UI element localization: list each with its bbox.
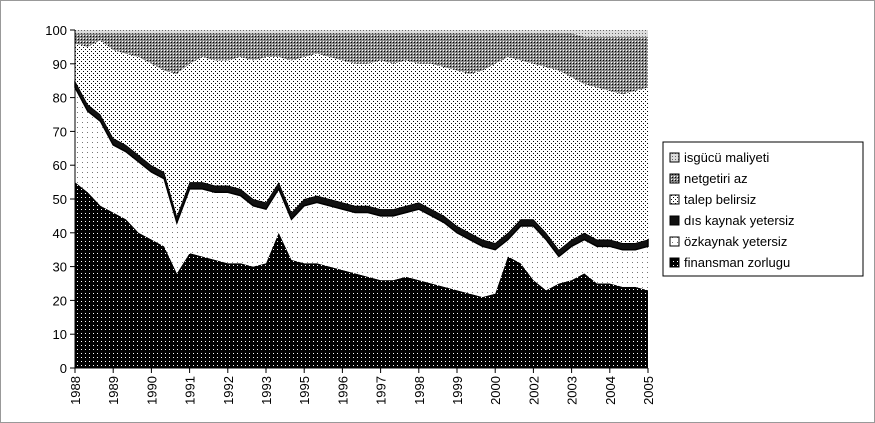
legend-swatch [669,152,680,163]
y-tick-label: 40 [53,226,67,241]
x-tick-label: 1989 [106,376,121,405]
x-tick-label: 2000 [488,376,503,405]
legend-label: isgücü maliyeti [684,150,769,165]
x-tick-label: 1996 [335,376,350,405]
y-tick-label: 70 [53,124,67,139]
legend-swatch [669,236,680,247]
x-tick-label: 1991 [183,376,198,405]
x-tick-label: 1999 [450,376,465,405]
legend-label: netgetiri az [684,171,748,186]
legend-swatch [669,257,680,268]
x-tick-label: 1993 [259,376,274,405]
area [75,33,648,95]
x-tick-label: 2005 [641,376,656,405]
y-tick-label: 100 [45,23,67,38]
legend-label: talep belirsiz [684,192,756,207]
x-tick-label: 1992 [221,376,236,405]
y-tick-label: 20 [53,293,67,308]
y-tick-label: 30 [53,260,67,275]
x-tick-label: 2004 [603,376,618,405]
y-tick-label: 0 [60,361,67,376]
legend-swatch [669,194,680,205]
x-tick-label: 1997 [374,376,389,405]
y-tick-label: 60 [53,158,67,173]
x-tick-label: 2003 [565,376,580,405]
area [75,30,648,37]
legend-label: özkaynak yetersiz [684,234,787,249]
y-tick-label: 90 [53,57,67,72]
legend-swatch [669,215,680,226]
x-tick-label: 1990 [144,376,159,405]
y-tick-label: 10 [53,327,67,342]
legend-label: finansman zorlugu [684,255,790,270]
x-tick-label: 1995 [297,376,312,405]
x-tick-label: 1998 [412,376,427,405]
legend-swatch [669,173,680,184]
x-tick-label: 1988 [68,376,83,405]
legend-label: dıs kaynak yetersiz [684,213,795,228]
y-tick-label: 80 [53,91,67,106]
legend-box [662,141,864,277]
x-tick-label: 2002 [526,376,541,405]
area [75,40,648,250]
area [75,87,648,298]
y-tick-label: 50 [53,192,67,207]
